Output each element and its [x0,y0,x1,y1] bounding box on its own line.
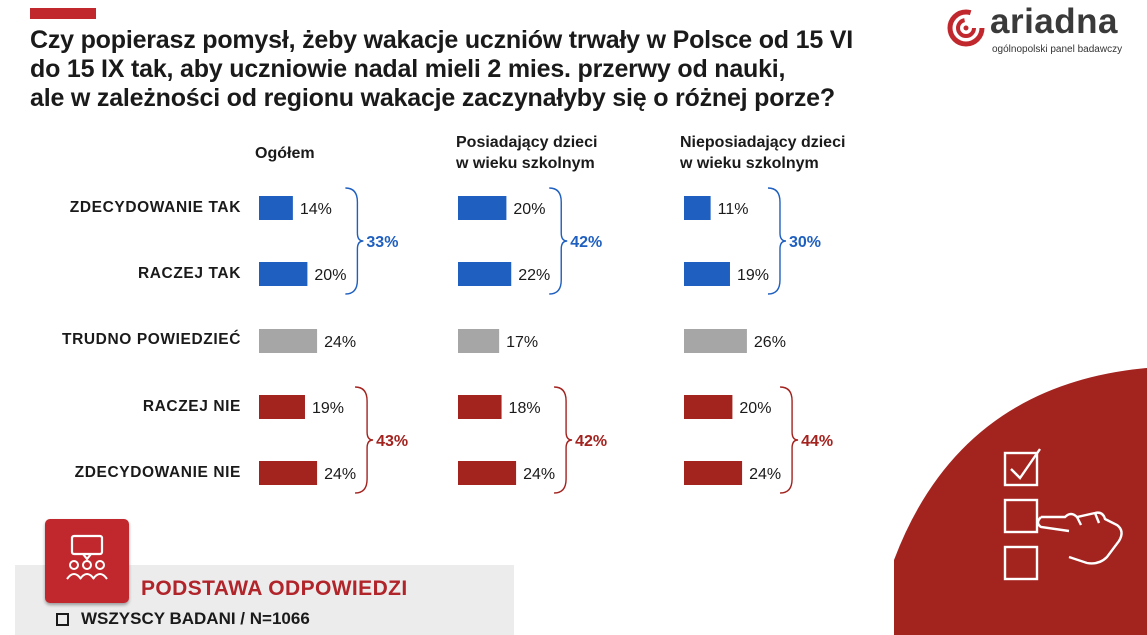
logo-wordmark: ariadna [990,2,1118,41]
bar [684,329,747,353]
page-title: Czy popierasz pomysł, żeby wakacje uczni… [30,26,930,113]
bracket-yes-total-brace [767,187,787,295]
bracket-no-total-label: 44% [801,433,833,450]
bar-value-label: 20% [513,201,545,218]
bar [684,196,711,220]
bar-value-label: 14% [300,201,332,218]
bar [458,329,500,353]
bracket-yes-total-label: 42% [570,234,602,251]
bracket-no-total-brace [554,386,573,494]
group-header-line: Posiadający dzieci [456,134,598,151]
bracket-yes-total-brace [549,187,568,295]
bar-value-label: 24% [324,466,356,483]
bar-value-label: 24% [523,466,555,483]
category-label-zdecydowanie-nie: ZDECYDOWANIE NIE [74,464,241,481]
group-header-line: Ogółem [255,145,315,162]
bar-value-label: 20% [739,400,771,417]
base-title: PODSTAWA ODPOWIEDZI [141,577,408,600]
title-line-3: ale w zależności od regionu wakacje zacz… [30,84,835,112]
group-discussion-icon [45,519,129,603]
bar [259,262,308,286]
group-header-without-children: Nieposiadający dzieci w wieku szkolnym [680,132,845,174]
bracket-yes-total-label: 30% [789,234,821,251]
bar [458,196,507,220]
bar [458,262,512,286]
logo-subtitle: ogólnopolski panel badawczy [992,44,1123,55]
bracket-yes-total-label: 33% [366,234,398,251]
category-label-raczej-nie: RACZEJ NIE [142,398,241,415]
base-item: WSZYSCY BADANI / N=1066 [56,609,310,629]
bar [259,196,293,220]
bracket-no-total-label: 42% [575,433,607,450]
title-line-1: Czy popierasz pomysł, żeby wakacje uczni… [30,26,854,54]
category-label-raczej-tak: RACZEJ TAK [137,265,241,282]
bar-value-label: 24% [749,466,781,483]
group-header-with-children: Posiadający dzieci w wieku szkolnym [456,132,597,174]
bar [458,395,502,419]
bar [259,329,318,353]
title-line-2: do 15 IX tak, aby uczniowie nadal mieli … [30,55,786,83]
bar [684,395,733,419]
bracket-no-total-brace [355,386,374,494]
bracket-no-total-label: 43% [376,433,408,450]
checklist-hand-icon [1003,448,1123,581]
group-header-ogolem: Ogółem [255,143,315,164]
group-header-line: w wieku szkolnym [680,155,819,172]
bar [259,461,318,485]
bar-value-label: 24% [324,334,356,351]
group-header-line: Nieposiadający dzieci [680,134,846,151]
bar-value-label: 19% [312,400,344,417]
accent-bar [30,8,96,19]
bar-value-label: 19% [737,267,769,284]
bar-value-label: 26% [754,334,786,351]
bar-value-label: 18% [509,400,541,417]
bar [684,461,743,485]
ariadna-spiral-logo-icon [947,9,985,47]
bar [684,262,730,286]
category-label-zdecydowanie-tak: ZDECYDOWANIE TAK [69,199,241,216]
bar [458,461,517,485]
base-item-label: WSZYSCY BADANI / N=1066 [81,609,310,628]
group-header-line: w wieku szkolnym [456,155,595,172]
checkbox-bullet-icon [56,612,69,626]
bar-value-label: 20% [314,267,346,284]
bar-value-label: 17% [506,334,538,351]
bracket-no-total-brace [780,386,799,494]
bar-value-label: 11% [718,201,749,218]
bar [259,395,305,419]
bracket-yes-total-brace [345,187,364,295]
bar-value-label: 22% [518,267,550,284]
ariadna-logo: ariadna ogólnopolski panel badawczy [946,2,1136,60]
category-label-trudno-powiedziec: TRUDNO POWIEDZIEĆ [62,331,241,348]
